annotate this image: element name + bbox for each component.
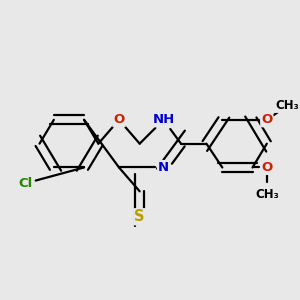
Text: Cl: Cl xyxy=(18,177,32,190)
Text: N: N xyxy=(158,161,169,174)
Text: CH₃: CH₃ xyxy=(255,188,279,201)
Text: S: S xyxy=(134,209,145,224)
Text: O: O xyxy=(113,113,124,126)
Text: O: O xyxy=(261,161,272,174)
Text: NH: NH xyxy=(152,113,175,126)
Text: CH₃: CH₃ xyxy=(276,99,299,112)
Text: O: O xyxy=(261,113,272,126)
